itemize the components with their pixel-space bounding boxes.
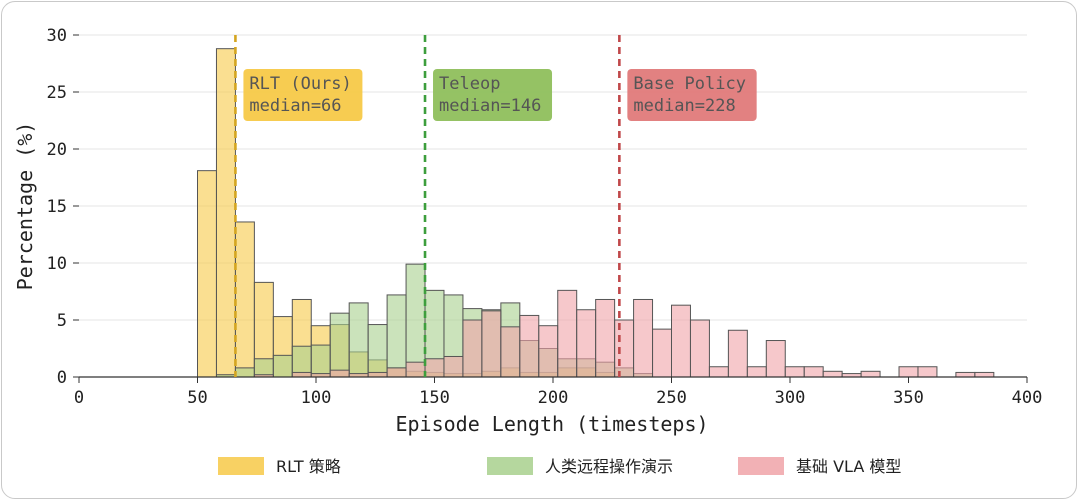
- bar-base: [405, 361, 426, 378]
- bar-base: [519, 314, 540, 378]
- bar-base: [329, 369, 350, 378]
- x-tick-label: 100: [301, 388, 332, 408]
- bar-base: [898, 366, 919, 378]
- y-tick-label: 10: [47, 254, 67, 274]
- bar-teleop: [234, 367, 255, 378]
- median-label-name-teleop: Teleop: [439, 74, 500, 94]
- bar-base: [386, 367, 407, 378]
- bar-teleop: [272, 354, 293, 378]
- bar-base: [803, 366, 824, 378]
- median-label-value-rlt: median=66: [249, 96, 341, 116]
- y-tick-label: 5: [57, 311, 67, 331]
- bar-base: [424, 358, 445, 378]
- bar-base: [974, 371, 995, 378]
- median-label-box-base: [627, 69, 757, 121]
- x-tick-label: 200: [538, 388, 569, 408]
- bar-base: [500, 326, 521, 378]
- bar-base: [727, 329, 748, 378]
- x-tick-label: 0: [74, 388, 84, 408]
- legend-swatch-rlt: [218, 457, 264, 475]
- median-label-name-base: Base Policy: [633, 74, 746, 94]
- bar-base: [367, 371, 388, 378]
- bar-base: [746, 366, 767, 378]
- bar-base: [652, 328, 672, 378]
- x-tick-label: 350: [893, 388, 924, 408]
- bar-teleop: [329, 312, 350, 378]
- bar-base: [538, 325, 559, 378]
- bar-base: [462, 319, 483, 378]
- legend-swatch-teleop: [487, 457, 533, 475]
- bar-base: [291, 371, 312, 378]
- x-axis-title: Episode Length (timesteps): [395, 412, 708, 436]
- y-axis-title: Percentage (%): [13, 122, 37, 291]
- x-tick-label: 50: [187, 388, 207, 408]
- median-label-box-teleop: [433, 69, 553, 121]
- median-label-name-rlt: RLT (Ours): [249, 74, 351, 94]
- x-tick-label: 300: [775, 388, 806, 408]
- x-tick-label: 250: [656, 388, 687, 408]
- y-tick-label: 30: [47, 26, 67, 46]
- bar-rlt: [197, 170, 217, 378]
- legend-label-teleop: 人类远程操作演示: [545, 457, 673, 476]
- bar-base: [557, 289, 578, 378]
- bar-base: [708, 366, 729, 378]
- legend: RLT 策略 人类远程操作演示 基础 VLA 模型: [218, 457, 901, 476]
- x-tick-label: 400: [1012, 388, 1043, 408]
- median-label-box-rlt: [243, 69, 363, 121]
- bar-teleop: [348, 302, 369, 378]
- bar-base: [860, 370, 881, 378]
- y-tick-label: 20: [47, 140, 67, 160]
- bar-base: [576, 309, 597, 378]
- bar-teleop: [386, 294, 407, 378]
- bar-base: [784, 366, 805, 378]
- bar-base: [689, 319, 710, 378]
- median-label-value-teleop: median=146: [439, 96, 541, 116]
- bar-base: [822, 370, 843, 378]
- bar-teleop: [367, 324, 388, 378]
- x-tick-label: 150: [419, 388, 450, 408]
- bar-rlt: [234, 221, 255, 378]
- bar-base: [614, 319, 635, 378]
- bar-base: [671, 304, 691, 378]
- bar-base: [633, 298, 654, 378]
- bar-base: [955, 371, 976, 378]
- bar-base: [595, 298, 616, 378]
- median-label-value-base: median=228: [633, 96, 735, 116]
- histogram-bars: [197, 48, 995, 378]
- legend-label-base: 基础 VLA 模型: [796, 457, 901, 476]
- legend-swatch-base: [738, 457, 784, 475]
- bar-teleop: [310, 344, 331, 378]
- bar-teleop: [405, 263, 426, 378]
- bar-base: [765, 340, 786, 378]
- bar-base: [917, 366, 938, 378]
- bar-base: [443, 355, 464, 378]
- y-tick-label: 0: [57, 368, 67, 388]
- bar-rlt: [215, 48, 236, 378]
- bar-base: [481, 310, 502, 378]
- y-tick-label: 25: [47, 83, 67, 103]
- legend-label-rlt: RLT 策略: [276, 457, 341, 476]
- y-tick-label: 15: [47, 197, 67, 217]
